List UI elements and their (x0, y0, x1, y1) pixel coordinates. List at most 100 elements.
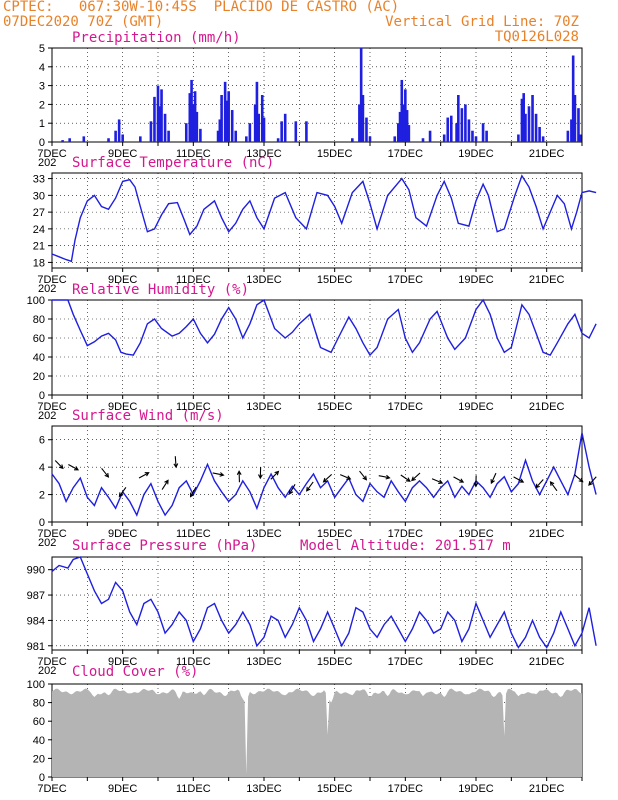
precip-bar (223, 81, 227, 142)
precip-bar (467, 119, 471, 142)
wind-xtick-label: 13DEC (246, 528, 282, 540)
precip-bar (534, 113, 538, 142)
rh-frame (51, 299, 583, 396)
precip-bar (460, 108, 464, 142)
precip-bar (449, 115, 453, 142)
pressure-xtick-label: 15DEC (317, 656, 353, 668)
header-line3-right: TQ0126L028 (494, 29, 579, 45)
temp-ytick-label: 21 (33, 241, 45, 253)
precip-bar (571, 55, 575, 142)
temp-xtick-label: 11DEC (176, 274, 211, 286)
wind-direction-arrow (161, 479, 169, 490)
temp-xtick-label: 7DEC (37, 274, 66, 286)
rh-ytick-label: 20 (33, 371, 45, 383)
wind-series-line (51, 432, 597, 517)
precip-ytick-label: 1 (39, 118, 45, 130)
precip-bar (257, 113, 260, 142)
wind-direction-arrow (138, 472, 150, 479)
pressure-panel-title: Surface Pressure (hPa) (72, 538, 257, 554)
rh-ytick-label: 0 (39, 390, 45, 402)
precip-xtick-label: 11DEC (176, 148, 211, 160)
precip-ytick-label: 0 (39, 137, 45, 149)
precip-bar (400, 79, 404, 142)
wind-direction-arrow (173, 456, 179, 469)
wind-direction-arrow (400, 474, 411, 482)
precip-bar (577, 108, 580, 142)
wind-frame (51, 425, 583, 523)
wind-ytick-label: 4 (39, 462, 45, 474)
precip-bar (368, 136, 372, 142)
wind-ytick-label: 0 (39, 517, 45, 529)
wind-direction-arrow (535, 479, 544, 489)
precip-bar (255, 81, 259, 142)
precip-bar (220, 95, 223, 142)
precip-bar (474, 136, 478, 142)
cloud-xtick-label: 13DEC (246, 783, 282, 795)
precip-bar (481, 123, 485, 142)
precip-bar (218, 119, 222, 142)
precip-bar (190, 79, 193, 142)
precip-bar (225, 100, 229, 142)
rh-ytick-label: 40 (33, 352, 45, 364)
pressure-series-line (51, 556, 597, 649)
cloud-ytick-label: 60 (33, 716, 45, 728)
wind-xtick-label: 17DEC (388, 528, 424, 540)
cloud-xtick-label: 17DEC (388, 783, 424, 795)
precip-bar (167, 130, 170, 142)
precip-bar (156, 85, 160, 142)
pressure-xtick-label: 19DEC (458, 656, 494, 668)
rh-xtick-label: 11DEC (176, 401, 211, 413)
rh-xtick-label: 9DEC (108, 401, 137, 413)
precip-bar (107, 138, 110, 142)
wind-direction-arrow (339, 474, 352, 480)
rh-ytick-label: 80 (33, 314, 45, 326)
pressure-xtick-label: 9DEC (108, 656, 137, 668)
precip-bar (402, 104, 405, 142)
precip-bar (398, 111, 402, 142)
precip-bar (234, 130, 238, 142)
wind-direction-arrow (189, 486, 197, 498)
wind-direction-arrow (588, 476, 597, 486)
rh-xtick-label: 7DEC (37, 401, 66, 413)
precip-xtick-label: 7DEC (37, 148, 66, 160)
precip-bar (541, 136, 545, 142)
cloud-ytick-label: 20 (33, 753, 45, 765)
precip-bar (192, 104, 195, 142)
wind-direction-arrow (258, 467, 263, 480)
rh-xtick-label: 19DEC (458, 401, 494, 413)
precip-bar (253, 104, 257, 142)
precip-bar (188, 93, 192, 142)
wind-xtick-label: 7DEC (37, 528, 66, 540)
wind-direction-arrow (490, 472, 497, 485)
precip-bar (538, 126, 541, 142)
precip-year-fragment: 202 (38, 157, 56, 169)
wind-direction-arrow (431, 478, 444, 484)
cloud-xtick-label: 9DEC (108, 783, 137, 795)
precip-bar (276, 138, 280, 142)
pressure-xtick-label: 21DEC (529, 656, 565, 668)
precip-panel-title: Precipitation (mm/h) (72, 30, 241, 46)
rh-ytick-label: 60 (33, 333, 45, 345)
precip-bar (262, 117, 266, 142)
precip-bar (457, 95, 460, 142)
header-line1: CPTEC: 067:30W-10:45S PLACIDO DE CASTRO … (3, 0, 400, 15)
precip-bar (305, 121, 308, 142)
wind-direction-arrow (212, 472, 225, 477)
precip-ytick-label: 4 (39, 62, 45, 74)
precip-bar (260, 95, 264, 142)
precip-bar (199, 128, 202, 142)
cloud-xtick-label: 15DEC (317, 783, 353, 795)
wind-direction-arrow (118, 487, 127, 498)
precip-bar (230, 110, 234, 142)
precip-xtick-label: 17DEC (388, 148, 424, 160)
precip-bar (82, 136, 86, 142)
temp-xtick-label: 15DEC (317, 274, 353, 286)
pressure-year-fragment: 202 (38, 665, 56, 677)
precip-bar (464, 104, 467, 142)
rh-series-line (52, 298, 597, 357)
wind-direction-arrow (68, 464, 80, 471)
precip-xtick-label: 19DEC (458, 148, 494, 160)
precip-bar (158, 106, 162, 142)
precip-bar (527, 106, 531, 142)
